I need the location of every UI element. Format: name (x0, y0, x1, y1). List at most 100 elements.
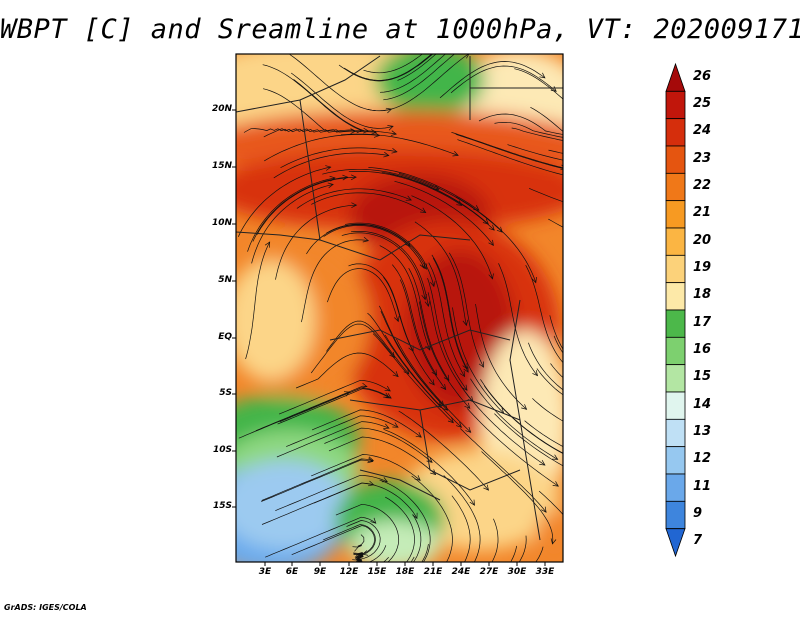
streamline-arrow (421, 263, 428, 270)
colorbar-cell (665, 118, 686, 147)
streamlines (237, 54, 563, 562)
streamline (475, 303, 527, 410)
streamline (326, 320, 410, 375)
colorbar-cell (665, 172, 686, 202)
streamline (367, 312, 442, 408)
colorbar-label: 7 (693, 533, 703, 549)
colorbar-label: 14 (693, 396, 712, 412)
streamline-arrow (420, 207, 427, 214)
streamline (451, 495, 471, 562)
streamline-arrow (430, 469, 437, 476)
streamline (328, 436, 436, 475)
lon-label: 27E (479, 567, 499, 577)
streamline-arrow (464, 402, 471, 409)
streamline (245, 241, 271, 360)
streamline (313, 482, 418, 519)
streamline (335, 503, 400, 562)
streamline (518, 535, 527, 562)
streamline (290, 72, 394, 129)
streamline (310, 323, 395, 374)
streamline-arrow (353, 552, 360, 558)
colorbar-label: 17 (693, 314, 712, 330)
streamline (277, 388, 390, 425)
streamline (398, 173, 503, 233)
streamline-arrow (465, 426, 472, 433)
streamline (252, 176, 348, 242)
streamline (431, 254, 468, 369)
streamline-arrow (403, 368, 410, 375)
streamline (262, 64, 362, 131)
streamline-arrow (431, 369, 438, 376)
streamline (275, 474, 388, 512)
streamline (514, 68, 563, 100)
lon-label: 3E (258, 567, 272, 577)
streamline (428, 262, 465, 377)
colorbar-label: 24 (693, 123, 712, 139)
streamline-arrow (405, 195, 412, 201)
streamline (338, 54, 433, 82)
streamline (311, 409, 422, 438)
streamline-arrow (452, 151, 459, 157)
streamline (367, 54, 470, 112)
streamline (443, 475, 481, 562)
streamline (276, 421, 390, 458)
streamline-arrow (362, 236, 370, 243)
lon-label: 12E (339, 567, 359, 577)
streamline-arrow (552, 481, 559, 487)
streamline (295, 352, 399, 389)
streamline-arrow (415, 432, 422, 438)
lat-label: 15S (212, 501, 232, 511)
streamline-arrow (390, 130, 397, 136)
streamline (538, 490, 563, 562)
streamline (378, 305, 445, 407)
streamline-arrow (264, 241, 271, 248)
streamline (530, 106, 563, 132)
streamline (494, 121, 563, 138)
streamline-arrow (363, 127, 370, 134)
streamline-arrow (373, 132, 381, 138)
streamline-arrow (456, 200, 463, 206)
streamline (345, 222, 435, 287)
lon-label: 30E (507, 567, 527, 577)
streamline-arrow (367, 457, 374, 464)
streamline-arrow (541, 506, 547, 513)
streamline (466, 408, 559, 487)
streamline (455, 196, 537, 283)
streamline (291, 525, 375, 556)
colorbar-label: 16 (693, 342, 712, 357)
streamline-arrow (352, 559, 359, 562)
streamline (372, 333, 454, 423)
country-borders (236, 55, 563, 541)
streamline (384, 334, 462, 428)
streamline (324, 427, 433, 463)
streamline (414, 221, 467, 326)
streamline-arrow (462, 363, 468, 370)
colorbar-cell (665, 254, 686, 284)
colorbar-label: 9 (693, 506, 703, 521)
streamline-arrow (383, 151, 390, 158)
colorbar-cell (665, 90, 686, 120)
streamline (481, 451, 554, 544)
streamline (427, 292, 474, 402)
colorbar-label: 11 (693, 478, 712, 494)
lon-label: 18E (395, 567, 415, 577)
streamline (455, 133, 563, 169)
streamline-arrow (531, 276, 537, 284)
colorbar-label: 19 (693, 260, 712, 275)
streamline (340, 133, 459, 156)
streamline (280, 147, 397, 169)
map-frame (235, 53, 564, 563)
streamline-arrow (421, 294, 427, 301)
streamline-arrow (550, 538, 557, 545)
streamline (348, 171, 462, 206)
colorbar-cell (665, 500, 686, 530)
streamline (470, 378, 558, 460)
streamline (343, 54, 433, 81)
streamline (397, 54, 437, 81)
colorbar-cell (665, 282, 686, 311)
streamline-arrow (463, 54, 470, 59)
streamline (396, 338, 471, 433)
streamline (357, 534, 365, 548)
